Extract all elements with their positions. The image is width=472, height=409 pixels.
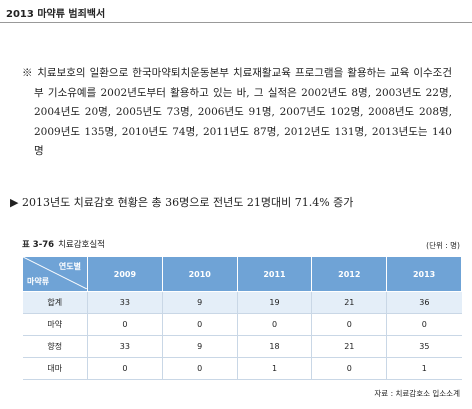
- cell: 0: [236, 313, 312, 336]
- cell: 21: [311, 335, 387, 358]
- column-header: 2013: [386, 256, 462, 292]
- note: ※ 치료보호의 일환으로 한국마약퇴치운동본부 치료재활교육 프로그램을 활용하…: [22, 67, 452, 157]
- column-header: 2012: [311, 256, 388, 292]
- row: 대마 0 0 1 0 1: [22, 357, 462, 380]
- cell: 0: [311, 313, 387, 336]
- corner-top: 연도별: [58, 262, 81, 271]
- cell: 0: [87, 357, 163, 380]
- diagonal: [23, 257, 87, 289]
- table: 연도별 마약류 2009 2010 2011 2012 2013 합계 33 9 19 21 36 마…: [22, 256, 462, 380]
- row-label: 마약: [22, 313, 88, 336]
- cell: 33: [87, 335, 163, 358]
- caption-text: 치료감호실적: [58, 240, 105, 250]
- cell: 18: [236, 335, 312, 358]
- row-label: 대마: [22, 357, 88, 380]
- column-header: 2010: [161, 256, 238, 292]
- cell: 9: [161, 335, 238, 358]
- cell: 1: [386, 357, 462, 380]
- corner-bottom: 마약류: [27, 277, 50, 286]
- cell: 9: [161, 291, 238, 314]
- cell: 19: [236, 291, 312, 314]
- row: 향정 33 9 18 21 35: [22, 335, 462, 358]
- cell: 0: [386, 313, 462, 336]
- caption: 표 3-76 치료감호실적: [22, 238, 105, 250]
- header-title: 2013 마약류 범죄백서: [6, 9, 106, 20]
- cell: 35: [386, 335, 462, 358]
- unit: (단위 : 명): [426, 241, 460, 250]
- header-rule: [0, 22, 472, 23]
- column-header: 2009: [87, 256, 163, 292]
- cell: 0: [311, 357, 387, 380]
- cell: 0: [87, 313, 163, 336]
- cell: 21: [311, 291, 387, 314]
- bullet: ▶ 2013년도 치료감호 현황은 총 36명으로 전년도 21명대비 71.4…: [10, 196, 354, 209]
- row: 합계 33 9 19 21 36: [22, 291, 462, 314]
- cell: 33: [87, 291, 163, 314]
- cell: 0: [161, 357, 238, 380]
- row-label: 향정: [22, 335, 88, 358]
- column-header: 2011: [236, 256, 313, 292]
- caption-no: 표 3-76: [22, 240, 55, 250]
- cell: 36: [386, 291, 462, 314]
- row: 마약 0 0 0 0 0: [22, 313, 462, 336]
- cell: 0: [161, 313, 238, 336]
- row-label: 합계: [22, 291, 88, 314]
- source: 자료 : 치료감호소 입소소계: [374, 389, 460, 398]
- cell: 1: [236, 357, 312, 380]
